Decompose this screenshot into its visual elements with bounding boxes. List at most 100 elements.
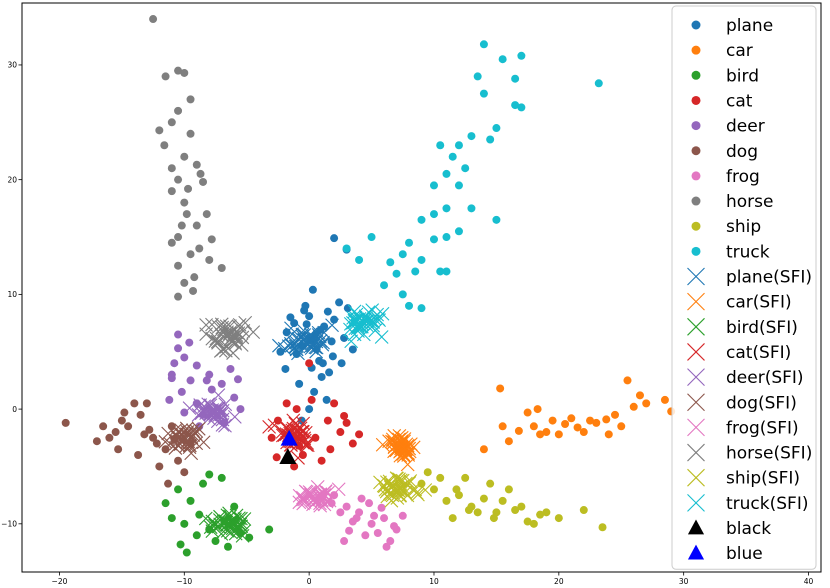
data-point xyxy=(180,198,189,207)
data-point-x xyxy=(397,440,411,454)
data-point xyxy=(174,66,183,75)
data-point xyxy=(282,399,291,408)
data-point-x xyxy=(225,514,240,529)
data-point xyxy=(327,337,336,346)
data-point-x xyxy=(321,485,335,500)
data-point xyxy=(340,537,349,546)
data-point xyxy=(217,473,226,482)
data-point xyxy=(182,548,191,557)
data-point xyxy=(498,496,507,505)
data-point-x xyxy=(288,339,303,354)
data-point xyxy=(167,118,176,127)
data-point xyxy=(542,428,551,437)
data-point xyxy=(548,416,557,425)
data-point xyxy=(492,215,501,224)
data-point xyxy=(411,267,420,276)
data-point xyxy=(536,510,545,519)
data-point xyxy=(479,494,488,503)
y-tick-label: 0 xyxy=(12,405,17,414)
data-point xyxy=(348,439,357,448)
data-point xyxy=(554,514,563,523)
legend-item-truck: truck xyxy=(691,242,770,262)
data-point xyxy=(298,450,307,459)
data-point xyxy=(398,511,407,520)
data-point xyxy=(180,468,189,477)
data-point xyxy=(611,410,620,419)
data-point xyxy=(498,422,507,431)
data-point-x xyxy=(277,341,292,356)
legend-item-deer-sfi: deer(SFI) xyxy=(687,368,804,388)
data-point-x xyxy=(376,478,391,493)
x-tick-label: 0 xyxy=(307,577,312,586)
data-point xyxy=(492,124,501,133)
legend-label: frog(SFI) xyxy=(726,418,799,438)
data-point xyxy=(207,385,216,394)
data-point xyxy=(211,537,220,546)
data-point xyxy=(167,374,176,383)
data-point-x xyxy=(205,331,220,346)
data-point xyxy=(523,517,532,526)
series-dog-sfi xyxy=(158,421,211,461)
data-point-x xyxy=(236,524,251,539)
data-point xyxy=(177,221,186,230)
data-point-x xyxy=(168,422,183,437)
legend-marker xyxy=(687,343,705,361)
data-point-x xyxy=(389,471,404,486)
x-tick-label: 20 xyxy=(554,577,564,586)
data-point xyxy=(111,428,120,437)
data-point xyxy=(174,485,183,494)
data-point xyxy=(330,399,339,408)
data-point xyxy=(342,502,351,511)
x-tick-label: 40 xyxy=(804,577,814,586)
legend-label: dog(SFI) xyxy=(726,393,797,413)
y-tick-label: 20 xyxy=(7,175,17,184)
data-point xyxy=(180,278,189,287)
data-point-x xyxy=(209,331,224,346)
data-point xyxy=(61,418,70,427)
x-tick-label: −20 xyxy=(52,577,68,586)
data-point xyxy=(467,204,476,213)
series-black xyxy=(279,448,297,465)
legend-box xyxy=(671,5,817,570)
legend-label: bird xyxy=(726,66,759,86)
data-point-x xyxy=(236,323,251,338)
legend-item-cat-sfi: cat(SFI) xyxy=(687,343,791,363)
data-point-x xyxy=(234,511,248,526)
data-point xyxy=(205,255,214,264)
data-point xyxy=(317,456,326,465)
data-point xyxy=(436,141,445,150)
data-point-x xyxy=(308,340,323,355)
data-point xyxy=(177,387,186,396)
legend-label: cat xyxy=(726,91,753,111)
data-point xyxy=(511,101,520,110)
x-tick-label: −10 xyxy=(176,577,192,586)
data-point xyxy=(417,215,426,224)
data-point xyxy=(335,298,344,307)
data-point xyxy=(573,423,582,432)
data-point xyxy=(105,433,114,442)
data-point-x xyxy=(385,432,400,447)
data-point xyxy=(542,508,551,517)
data-point-x xyxy=(218,397,233,412)
data-point xyxy=(300,306,309,315)
data-point xyxy=(529,519,538,528)
data-point xyxy=(617,422,626,431)
data-point xyxy=(361,531,370,540)
data-point xyxy=(180,519,189,528)
legend-label: blue xyxy=(726,544,763,564)
data-point-triangle xyxy=(280,429,298,446)
data-point xyxy=(272,453,281,462)
data-point-x xyxy=(180,425,195,439)
legend-label: frog xyxy=(726,167,760,187)
data-point xyxy=(330,234,339,243)
data-point xyxy=(236,405,245,414)
data-point-x xyxy=(262,419,277,434)
legend-item-bird-sfi: bird(SFI) xyxy=(687,318,798,338)
data-point xyxy=(124,422,133,431)
x-tick-label: 30 xyxy=(679,577,689,586)
data-point xyxy=(561,420,570,429)
data-point xyxy=(140,430,149,439)
data-point-x xyxy=(299,485,314,500)
data-point-x xyxy=(223,319,237,333)
